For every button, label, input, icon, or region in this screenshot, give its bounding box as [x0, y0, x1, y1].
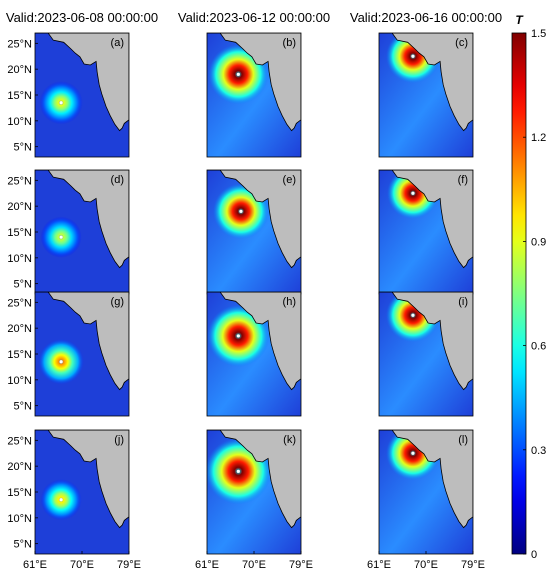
y-tick-label: 15°N	[7, 349, 32, 361]
map-panel: (d) 25°N 20°N 15°N 10°N 5°N	[7, 169, 130, 295]
column-title: Valid:2023-06-16 00:00:00	[350, 10, 502, 25]
map-panel: (b)	[206, 32, 302, 158]
x-tick-label: 79°E	[289, 559, 313, 571]
x-tick-label: 70°E	[70, 559, 94, 571]
map-panel: (a) 25°N 20°N 15°N 10°N 5°N	[7, 32, 130, 158]
map-panel: (f)	[378, 169, 474, 295]
y-tick-label: 15°N	[7, 227, 32, 239]
land-mass	[35, 430, 129, 529]
colorbar-tick-label: 0.3	[531, 445, 546, 457]
panel-label: (a)	[111, 37, 124, 49]
x-tick-label: 61°E	[23, 559, 47, 571]
panel-label: (c)	[455, 37, 468, 49]
land-mass	[35, 33, 129, 132]
colorbar: T 1.5 1.2 0.9 0.6 0.3 0	[511, 13, 546, 561]
land-mass	[207, 430, 301, 529]
cyclone-eye	[236, 334, 240, 338]
x-tick-label: 61°E	[195, 559, 219, 571]
x-tick-label: 61°E	[367, 559, 391, 571]
column-title: Valid:2023-06-08 00:00:00	[6, 10, 158, 25]
cyclone-eye	[411, 313, 415, 317]
land-mass	[379, 292, 473, 391]
x-tick-label: 70°E	[242, 559, 266, 571]
column-title: Valid:2023-06-12 00:00:00	[178, 10, 330, 25]
cyclone-eye	[59, 101, 63, 105]
map-panel: (h)	[206, 291, 302, 417]
panel-label: (l)	[458, 434, 468, 446]
cyclone-eye	[411, 54, 415, 58]
y-tick-label: 25°N	[7, 175, 32, 187]
panel-frame	[206, 32, 302, 158]
map-panel: (i)	[378, 291, 474, 417]
panel-label: (g)	[111, 296, 124, 308]
panel-label: (j)	[114, 434, 124, 446]
panel-frame	[206, 291, 302, 417]
y-tick-label: 10°N	[7, 253, 32, 265]
cyclone-eye	[59, 360, 63, 364]
cyclone-eye	[236, 469, 240, 473]
colorbar-tick-label: 0.6	[531, 341, 546, 353]
y-tick-label: 5°N	[14, 279, 33, 291]
cyclone-eye	[59, 498, 63, 502]
land-mass	[379, 33, 473, 132]
land-mass	[207, 170, 301, 269]
panel-frame	[378, 291, 474, 417]
panel-label: (f)	[458, 174, 468, 186]
y-tick-label: 10°N	[7, 375, 32, 387]
y-tick-label: 20°N	[7, 201, 32, 213]
map-panel: (k) 61°E 70°E 79°E	[195, 429, 313, 571]
panel-frame	[378, 32, 474, 158]
cyclone-eye	[59, 235, 63, 239]
y-tick-label: 25°N	[7, 435, 32, 447]
panel-label: (b)	[283, 37, 296, 49]
colorbar-tick-label: 1.5	[531, 28, 546, 40]
y-tick-label: 10°N	[7, 116, 32, 128]
panel-label: (e)	[283, 174, 296, 186]
cyclone-eye	[236, 72, 240, 76]
colorbar-tick-label: 0	[531, 549, 537, 561]
panel-label: (k)	[283, 434, 296, 446]
cyclone-eye	[411, 451, 415, 455]
y-tick-label: 5°N	[14, 142, 33, 154]
x-tick-label: 79°E	[461, 559, 485, 571]
y-tick-label: 15°N	[7, 487, 32, 499]
land-mass	[207, 292, 301, 391]
cyclone-eye	[411, 191, 415, 195]
cyclone-eye	[239, 209, 243, 213]
colorbar-scale	[511, 32, 527, 555]
y-tick-label: 10°N	[7, 513, 32, 525]
y-tick-label: 25°N	[7, 297, 32, 309]
map-panel: (g) 25°N 20°N 15°N 10°N 5°N	[7, 291, 130, 417]
panel-label: (d)	[111, 174, 124, 186]
map-panel: (c)	[378, 32, 474, 158]
panel-label: (i)	[458, 296, 468, 308]
panel-label: (h)	[283, 296, 296, 308]
land-mass	[35, 292, 129, 391]
y-tick-label: 5°N	[14, 539, 33, 551]
colorbar-tick-label: 1.2	[531, 132, 546, 144]
x-tick-label: 70°E	[414, 559, 438, 571]
map-panel: (j) 25°N 20°N 15°N 10°N 5°N 61°E 70°E 79°E	[7, 429, 141, 571]
y-tick-label: 15°N	[7, 90, 32, 102]
land-mass	[379, 430, 473, 529]
y-tick-label: 20°N	[7, 64, 32, 76]
x-tick-label: 79°E	[117, 559, 141, 571]
land-mass	[207, 33, 301, 132]
y-tick-label: 5°N	[14, 401, 33, 413]
colorbar-title: T	[515, 13, 524, 27]
y-tick-label: 25°N	[7, 38, 32, 50]
map-panel: (l) 61°E 70°E 79°E	[367, 429, 485, 571]
land-mass	[35, 170, 129, 269]
y-tick-label: 20°N	[7, 461, 32, 473]
y-tick-label: 20°N	[7, 323, 32, 335]
map-panel: (e)	[206, 169, 302, 295]
land-mass	[379, 170, 473, 269]
colorbar-tick-label: 0.9	[531, 236, 546, 248]
